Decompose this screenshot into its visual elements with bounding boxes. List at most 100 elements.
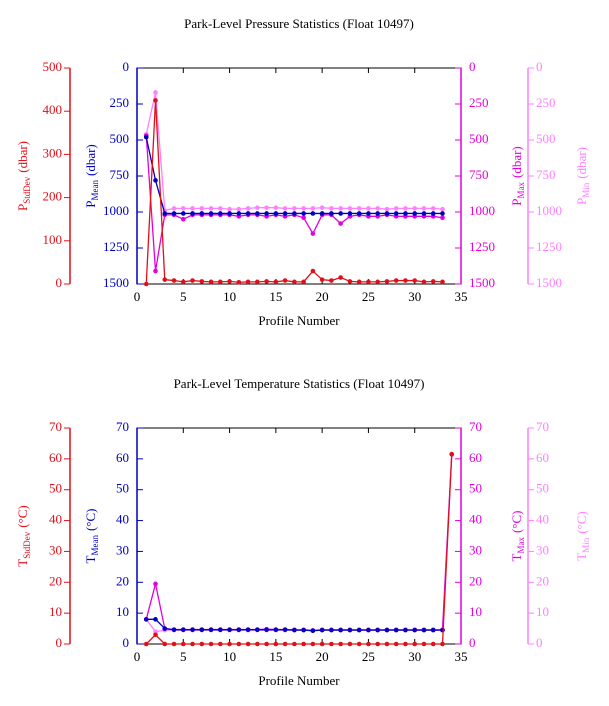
series-point (403, 278, 408, 283)
y-axis-label-sub: Mean (90, 180, 100, 201)
series-point (356, 279, 362, 285)
series-point (273, 211, 279, 216)
series-point (356, 641, 362, 647)
series-point (171, 278, 177, 283)
series-point (329, 641, 334, 647)
y-tick-label: 500 (43, 59, 63, 74)
y-axis-label-sub: Mean (90, 535, 100, 556)
series-point (273, 641, 279, 647)
series-point (301, 279, 306, 285)
y-tick-label: 20 (469, 573, 482, 588)
y-axis-label-unit: (°C) (15, 505, 30, 528)
y-tick-label: 50 (536, 481, 549, 496)
y-axis-label: PMean (dbar) (83, 144, 100, 208)
y-tick-label: 70 (536, 419, 549, 434)
series-point (245, 211, 251, 216)
y-tick-label: 30 (469, 542, 482, 557)
series-point (430, 206, 436, 211)
y-axis-label: TMean (°C) (83, 509, 100, 564)
series-point (264, 641, 269, 647)
y-tick-label: 30 (49, 542, 62, 557)
series-point (319, 641, 325, 647)
x-tick-label: 0 (134, 649, 141, 664)
series-point (282, 211, 288, 216)
series-point (421, 641, 427, 647)
y-tick-label: 1250 (536, 239, 562, 254)
series-point (245, 206, 251, 211)
y-tick-label: 1000 (103, 203, 129, 218)
series-point (393, 641, 399, 647)
y-tick-label: 50 (469, 481, 482, 496)
series-point (245, 627, 251, 633)
series-point (171, 206, 177, 211)
series-point (292, 627, 297, 633)
x-tick-label: 35 (455, 289, 468, 304)
y-tick-label: 10 (469, 604, 482, 619)
y-tick-label: 70 (469, 419, 482, 434)
series-point (236, 627, 242, 633)
series-point (347, 206, 353, 211)
y-tick-label: 0 (536, 59, 543, 74)
series-point (366, 211, 371, 216)
series-point (199, 627, 205, 633)
x-tick-label: 25 (362, 289, 375, 304)
series-point (208, 206, 214, 211)
series-point (319, 277, 325, 282)
plot-frame (136, 67, 462, 285)
series-point (264, 627, 269, 633)
series-point (338, 641, 343, 647)
x-tick-label: 30 (408, 289, 421, 304)
series-point (384, 641, 390, 647)
x-tick-label: 10 (223, 649, 236, 664)
y-tick-label: 0 (469, 635, 476, 650)
x-tick-label: 30 (408, 649, 421, 664)
series-point (347, 279, 353, 284)
series-point (301, 627, 306, 633)
series-point (375, 627, 380, 633)
series-point (190, 211, 195, 216)
series-point (180, 279, 186, 285)
series-point (273, 205, 279, 210)
series-point (412, 641, 418, 647)
series-point (393, 206, 399, 211)
y-tick-label: 20 (49, 573, 62, 588)
series-line (145, 135, 443, 272)
series-point (162, 641, 168, 647)
series-point (338, 206, 343, 211)
series-point (430, 641, 436, 647)
y-tick-label: 750 (469, 167, 489, 182)
y-axis-label-symbol: P (15, 204, 30, 211)
series-point (375, 641, 380, 647)
y-axis-label-unit: (dbar) (509, 146, 524, 178)
series-point (310, 206, 316, 211)
y-axis-label: TStdDev (°C) (15, 505, 32, 566)
y-tick-label: 60 (536, 450, 549, 465)
series-point (329, 206, 334, 211)
series-line (145, 454, 453, 645)
series-point (273, 627, 279, 633)
x-tick-label: 15 (269, 289, 282, 304)
series-point (412, 278, 418, 283)
series-point (319, 205, 325, 210)
y-axis-label-symbol: P (574, 198, 589, 205)
series-point (199, 279, 205, 284)
y-axis-label-sub: Min (581, 537, 591, 553)
series-point (143, 134, 149, 140)
y-axis-label-unit: (dbar) (83, 144, 98, 176)
y-tick-label: 750 (110, 167, 130, 182)
series-point (347, 641, 353, 647)
series-point (310, 211, 316, 216)
series-point (440, 211, 445, 216)
series-point (440, 206, 445, 212)
series-point (190, 641, 195, 647)
series-point (329, 627, 334, 633)
series-point (255, 211, 260, 216)
y-tick-label: 40 (469, 512, 482, 527)
series-point (171, 641, 177, 647)
series-point (190, 206, 195, 211)
series-point (366, 641, 371, 647)
y-axis-label: PMax (dbar) (509, 146, 526, 206)
series-point (153, 581, 158, 587)
y-tick-label: 30 (536, 542, 549, 557)
series-point (218, 211, 223, 216)
